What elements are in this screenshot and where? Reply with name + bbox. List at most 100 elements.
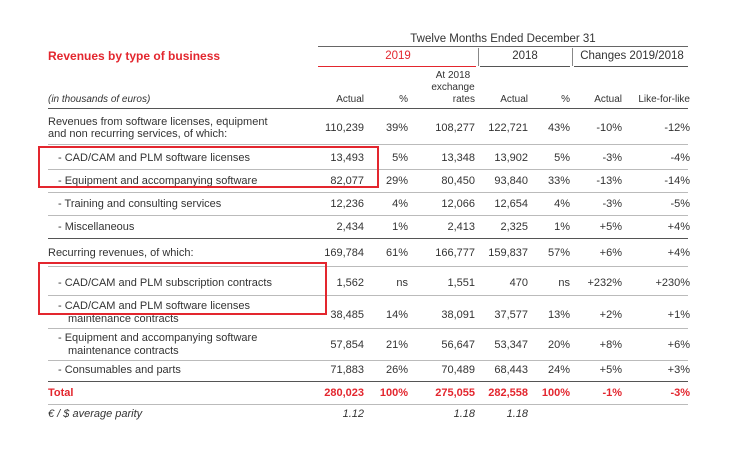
cell-actual-2018: 12,654	[494, 198, 528, 210]
cell-chg-actual: +232%	[587, 277, 622, 289]
year-2019-header: 2019	[385, 50, 411, 62]
cell-actual-2018: 37,577	[494, 309, 528, 321]
cell-pct-2019: 61%	[385, 247, 408, 259]
cell-actual-2019: 38,485	[330, 309, 364, 321]
cell-fx: 13,348	[441, 152, 475, 164]
cell-actual-2019: 12,236	[330, 198, 364, 210]
total-pct-2019: 100%	[379, 387, 408, 399]
year-2019-underline	[318, 66, 476, 67]
cell-actual-2018: 159,837	[488, 247, 528, 259]
row-label-cont: and non recurring services, of which:	[48, 128, 228, 140]
cell-chg-lfl: +4%	[667, 221, 690, 233]
cell-pct-2018: 5%	[554, 152, 570, 164]
cell-pct-2019: ns	[396, 277, 408, 289]
cell-pct-2018: 1%	[554, 221, 570, 233]
cell-pct-2018: 20%	[547, 339, 570, 351]
section-title: Revenues by type of business	[48, 49, 221, 63]
col-pct-2018: %	[561, 94, 570, 105]
cell-fx: 56,647	[441, 339, 475, 351]
cell-actual-2019: 71,883	[330, 364, 364, 376]
col-fx-line1: At 2018	[435, 70, 471, 81]
cell-actual-2018: 470	[509, 277, 528, 289]
period-header: Twelve Months Ended December 31	[410, 33, 596, 45]
row-label: - Miscellaneous	[58, 221, 135, 233]
cell-fx: 12,066	[441, 198, 475, 210]
cell-chg-actual: +8%	[599, 339, 622, 351]
cell-fx: 38,091	[441, 309, 475, 321]
cell-chg-actual: -3%	[602, 198, 622, 210]
section-divider	[48, 238, 688, 239]
cell-fx: 2,413	[447, 221, 475, 233]
changes-header: Changes 2019/2018	[580, 50, 684, 62]
total-chg-actual: -1%	[602, 387, 622, 399]
cell-chg-lfl: +1%	[667, 309, 690, 321]
cell-actual-2018: 93,840	[494, 175, 528, 187]
cell-chg-actual: +2%	[599, 309, 622, 321]
total-fx: 275,055	[435, 387, 475, 399]
col-actual-2019: Actual	[336, 94, 364, 105]
header-rule	[48, 108, 688, 109]
cell-chg-actual: +5%	[599, 221, 622, 233]
cell-pct-2018: 4%	[554, 198, 570, 210]
year-2018-underline	[480, 66, 570, 67]
row-label-cont: maintenance contracts	[68, 345, 179, 357]
cell-chg-lfl: -5%	[670, 198, 690, 210]
parity-2018: 1.18	[506, 408, 528, 420]
row-label-cont: maintenance contracts	[68, 313, 179, 325]
row-label: Recurring revenues, of which:	[48, 247, 194, 259]
units-label: (in thousands of euros)	[48, 94, 151, 105]
cell-pct-2018: ns	[558, 277, 570, 289]
cell-actual-2019: 13,493	[330, 152, 364, 164]
cell-chg-lfl: -14%	[664, 175, 690, 187]
col-fx-line2: exchange	[431, 82, 475, 93]
row-divider	[48, 360, 688, 361]
cell-pct-2019: 26%	[385, 364, 408, 376]
cell-pct-2018: 24%	[547, 364, 570, 376]
row-divider	[48, 404, 688, 405]
cell-chg-lfl: -12%	[664, 122, 690, 134]
total-rule	[48, 381, 688, 382]
cell-pct-2018: 13%	[547, 309, 570, 321]
row-divider	[48, 144, 688, 145]
cell-fx: 80,450	[441, 175, 475, 187]
highlight-box-subscription-maintenance	[38, 262, 327, 315]
cell-actual-2019: 1,562	[336, 277, 364, 289]
cell-actual-2018: 2,325	[500, 221, 528, 233]
total-actual-2019: 280,023	[324, 387, 364, 399]
parity-2019: 1.12	[342, 408, 364, 420]
cell-fx: 70,489	[441, 364, 475, 376]
cell-chg-actual: -13%	[596, 175, 622, 187]
total-pct-2018: 100%	[541, 387, 570, 399]
cell-actual-2018: 68,443	[494, 364, 528, 376]
col-pct-2019: %	[399, 94, 408, 105]
row-label: - Equipment and accompanying software	[58, 175, 258, 187]
row-label: - CAD/CAM and PLM subscription contracts	[58, 277, 272, 289]
cell-chg-actual: -3%	[602, 152, 622, 164]
cell-actual-2019: 82,077	[330, 175, 364, 187]
cell-actual-2018: 53,347	[494, 339, 528, 351]
col-chg-actual: Actual	[594, 94, 622, 105]
cell-actual-2018: 122,721	[488, 122, 528, 134]
row-label: - CAD/CAM and PLM software licenses	[58, 152, 250, 164]
col-actual-2018: Actual	[500, 94, 528, 105]
year-2018-header: 2018	[512, 50, 538, 62]
cell-actual-2019: 2,434	[336, 221, 364, 233]
row-divider	[48, 295, 688, 296]
col-chg-lfl: Like-for-like	[638, 94, 690, 105]
cell-chg-lfl: -4%	[670, 152, 690, 164]
row-label: - Equipment and accompanying software	[58, 332, 258, 344]
cell-fx: 1,551	[447, 277, 475, 289]
total-actual-2018: 282,558	[488, 387, 528, 399]
cell-pct-2019: 21%	[385, 339, 408, 351]
cell-chg-lfl: +4%	[667, 247, 690, 259]
cell-actual-2019: 110,239	[325, 122, 364, 134]
changes-underline	[574, 66, 688, 67]
row-divider	[48, 192, 688, 193]
row-label: Revenues from software licenses, equipme…	[48, 116, 268, 128]
cell-pct-2019: 39%	[385, 122, 408, 134]
cell-pct-2018: 33%	[547, 175, 570, 187]
cell-fx: 108,277	[435, 122, 475, 134]
cell-pct-2019: 14%	[385, 309, 408, 321]
cell-chg-lfl: +6%	[667, 339, 690, 351]
row-label: - Training and consulting services	[58, 198, 222, 210]
